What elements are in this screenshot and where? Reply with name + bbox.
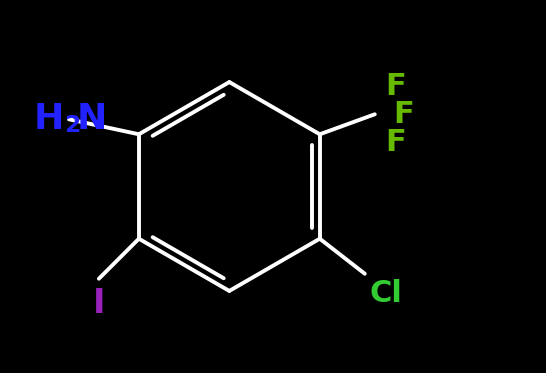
Text: H: H xyxy=(33,102,64,136)
Text: F: F xyxy=(393,100,413,129)
Text: F: F xyxy=(385,72,406,101)
Text: N: N xyxy=(77,102,107,136)
Text: Cl: Cl xyxy=(370,279,402,308)
Text: F: F xyxy=(385,128,406,157)
Text: I: I xyxy=(93,287,105,320)
Text: 2: 2 xyxy=(64,114,80,137)
